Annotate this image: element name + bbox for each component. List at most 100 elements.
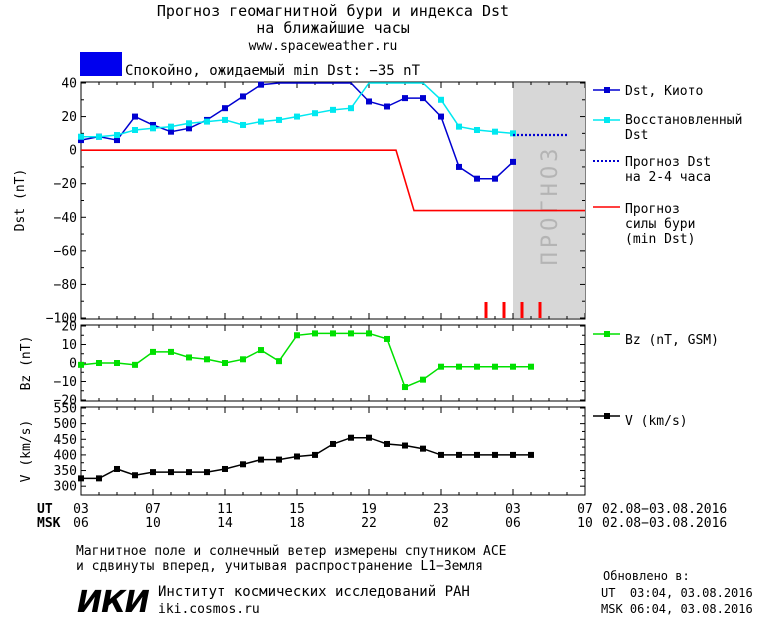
series-dst-3-line <box>81 149 585 212</box>
series-bz-0-point <box>150 348 156 355</box>
x-tick-label-msk: 02 <box>433 516 449 531</box>
series-dst-0-point <box>240 93 246 100</box>
measurement-note-2: и сдвинуты вперед, учитывая распростране… <box>76 559 483 574</box>
series-bz-0-point <box>366 330 372 337</box>
series-dst-1-point <box>222 116 228 123</box>
series-dst-1-point <box>168 123 174 130</box>
series-dst-0-point <box>78 137 84 144</box>
series-v-0-point <box>510 451 516 458</box>
series-bz-0-point <box>438 363 444 370</box>
dst-axis-label: Dst (nT) <box>13 169 28 232</box>
series-dst-0-point <box>258 81 264 88</box>
legend-label-restored-dst: Восстановленный Dst <box>625 113 750 143</box>
series-v-0-point <box>132 472 138 479</box>
series-dst-0-point <box>366 98 372 105</box>
v-panel <box>80 406 586 496</box>
legend-marker-bz <box>604 331 610 337</box>
series-dst-1-point <box>510 130 516 137</box>
series-v-0-point <box>222 465 228 472</box>
y-tick-label-dst: −40 <box>54 211 77 226</box>
series-dst-1-point <box>204 118 210 125</box>
series-dst-1-point <box>330 106 336 113</box>
series-dst-1-point <box>96 133 102 140</box>
series-v-0-point <box>528 451 534 458</box>
bz-axis-label: Bz (nT) <box>19 336 34 391</box>
x-tick-label-ut: 03 <box>505 502 521 517</box>
series-v-0-point <box>114 465 120 472</box>
y-tick-label-bz: 20 <box>61 320 77 335</box>
x-tick-label-ut: 19 <box>361 502 377 517</box>
series-dst-1-point <box>78 133 84 140</box>
x-tick-label-msk: 18 <box>289 516 305 531</box>
series-dst-0-point <box>420 95 426 102</box>
series-v-0-point <box>420 445 426 452</box>
series-dst-0-point <box>402 95 408 102</box>
series-dst-0-point <box>438 113 444 120</box>
source-url[interactable]: www.spaceweather.ru <box>249 39 398 54</box>
series-v-0-point <box>186 469 192 476</box>
y-tick-label-dst: 0 <box>69 144 77 159</box>
series-v-0-point <box>366 434 372 441</box>
series-v-0-point <box>330 440 336 447</box>
legend-marker-v <box>604 413 610 419</box>
series-bz-0-point <box>78 361 84 368</box>
series-bz-0-point <box>456 363 462 370</box>
series-dst-0-point <box>168 128 174 135</box>
series-dst-1-point <box>114 132 120 139</box>
x-tick-label-ut: 07 <box>577 502 593 517</box>
status-color-box <box>80 52 122 76</box>
y-tick-label-v: 400 <box>54 448 77 463</box>
series-v-0-point <box>438 451 444 458</box>
legend-label-storm-forecast: Прогноз силы бури (min Dst) <box>625 202 703 247</box>
x-tick-label-msk: 14 <box>217 516 233 531</box>
x-tick-label-ut: 23 <box>433 502 449 517</box>
series-dst-0-point <box>456 163 462 170</box>
series-v-0-point <box>168 469 174 476</box>
series-v-0-point <box>294 453 300 460</box>
measurement-note-1: Магнитное поле и солнечный ветер измерен… <box>76 544 506 559</box>
series-bz-0-point <box>510 363 516 370</box>
y-tick-label-dst: 40 <box>61 77 77 92</box>
series-v-0-point <box>276 456 282 463</box>
series-dst-1-point <box>276 116 282 123</box>
institute-name: Институт космических исследований РАН <box>158 584 470 600</box>
series-dst-1-point <box>456 123 462 130</box>
series-v-0-point <box>240 461 246 468</box>
series-dst-1-point <box>474 127 480 133</box>
series-dst-0-point <box>150 121 156 128</box>
series-bz-0-point <box>348 330 354 337</box>
ut-label: UT <box>37 502 53 517</box>
forecast-band <box>513 83 585 318</box>
y-tick-label-v: 350 <box>54 464 77 479</box>
y-tick-label-dst: −20 <box>54 177 77 192</box>
series-bz-0-point <box>330 330 336 337</box>
x-tick-label-msk: 22 <box>361 516 377 531</box>
v-axis-label: V (km/s) <box>19 420 34 483</box>
x-tick-label-ut: 03 <box>73 502 89 517</box>
series-bz-0-point <box>222 360 228 366</box>
legend-label-v: V (km/s) <box>625 414 688 429</box>
title-line-1: Прогноз геомагнитной бури и индекса Dst <box>157 2 509 20</box>
y-tick-label-dst: −80 <box>54 278 77 293</box>
y-tick-label-bz: 10 <box>61 338 77 353</box>
updated-ut: UT 03:04, 03.08.2016 <box>601 586 753 600</box>
series-bz-0-point <box>312 330 318 337</box>
x-tick-label-msk: 10 <box>577 516 593 531</box>
series-v-0-point <box>402 442 408 449</box>
series-v-0-point <box>348 434 354 441</box>
series-bz-0-point <box>384 335 390 342</box>
x-tick-label-msk: 06 <box>73 516 89 531</box>
series-bz-0-point <box>492 363 498 370</box>
series-dst-0-point <box>384 103 390 110</box>
y-tick-label-v: 500 <box>54 417 77 432</box>
institute-url[interactable]: iki.cosmos.ru <box>158 602 260 617</box>
series-v-0-point <box>204 469 210 476</box>
series-bz-0-point <box>528 363 534 370</box>
series-bz-0-point <box>258 347 264 354</box>
series-dst-1-point <box>240 121 246 128</box>
series-dst-0-line <box>80 82 514 180</box>
x-tick-label-msk: 06 <box>505 516 521 531</box>
forecast-band-label: ПРОГНОЗ <box>538 145 563 266</box>
series-bz-0-point <box>276 358 282 365</box>
series-dst-1-point <box>492 128 498 135</box>
